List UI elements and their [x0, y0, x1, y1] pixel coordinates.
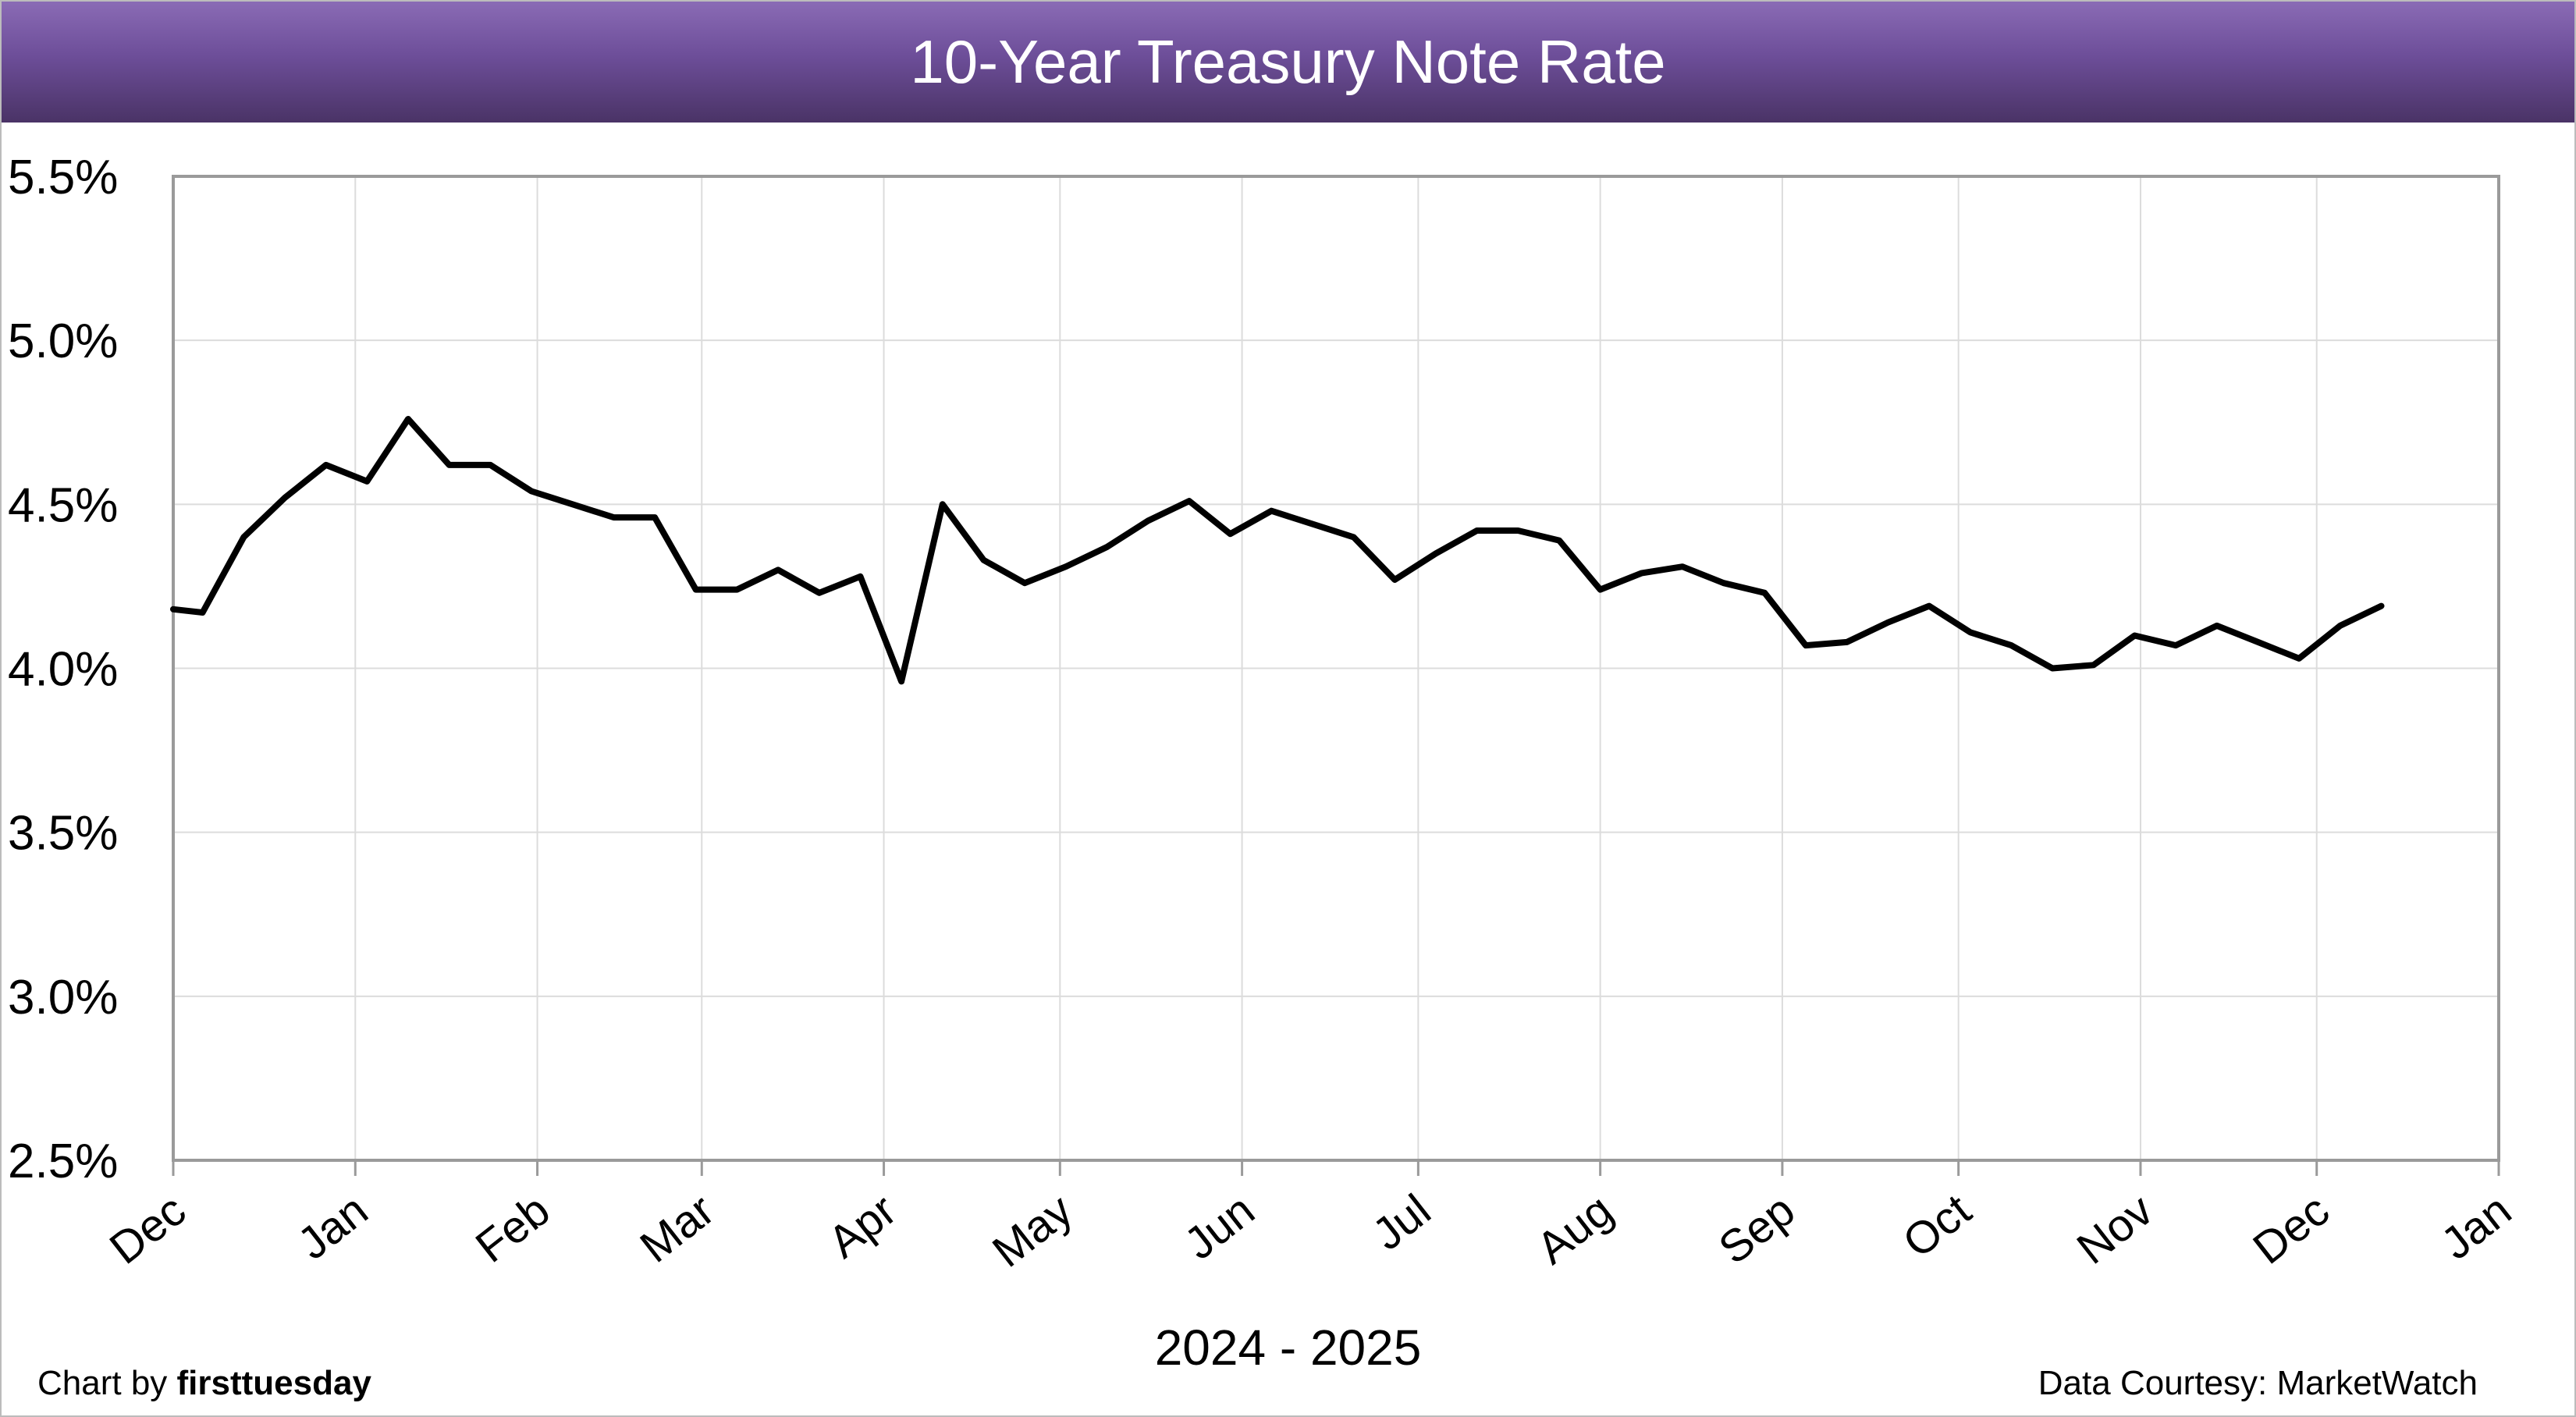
- y-tick-label: 2.5%: [8, 1135, 118, 1188]
- x-tick-label: Dec: [2244, 1184, 2338, 1274]
- data-source: Data Courtesy: MarketWatch: [2038, 1364, 2478, 1402]
- x-tick-label: Nov: [2068, 1184, 2162, 1274]
- chart-title: 10-Year Treasury Note Rate: [910, 27, 1666, 96]
- y-tick-label: 3.5%: [8, 807, 118, 861]
- x-tick-label: Oct: [1894, 1184, 1981, 1268]
- y-tick-label: 4.0%: [8, 643, 118, 697]
- x-tick-label: Apr: [819, 1184, 905, 1268]
- chart-credit-brand: firsttuesday: [176, 1364, 371, 1402]
- x-tick-label: May: [983, 1184, 1082, 1277]
- x-tick-label: Jan: [2432, 1184, 2521, 1270]
- y-tick-label: 5.5%: [8, 151, 118, 204]
- y-tick-label: 3.0%: [8, 971, 118, 1025]
- series-line: [170, 416, 2385, 685]
- y-tick-label: 5.0%: [8, 314, 118, 368]
- title-bar: 10-Year Treasury Note Rate: [2, 2, 2574, 123]
- x-tick-label: Jun: [1175, 1184, 1264, 1270]
- x-tick-label: Jan: [289, 1184, 378, 1270]
- chart-credit-prefix: Chart by: [37, 1364, 177, 1402]
- chart-credit: Chart by firsttuesday: [37, 1364, 371, 1403]
- x-tick-label: Dec: [101, 1184, 195, 1274]
- x-tick-label: Jul: [1363, 1184, 1440, 1260]
- x-tick-label: Sep: [1710, 1184, 1804, 1274]
- x-axis-title: 2024 - 2025: [1154, 1319, 1422, 1376]
- x-tick-label: Feb: [467, 1184, 560, 1273]
- x-tick-label: Aug: [1527, 1184, 1622, 1274]
- y-tick-label: 4.5%: [8, 478, 118, 532]
- x-tick-label: Mar: [631, 1184, 724, 1273]
- plot-area-border: [172, 175, 2500, 1162]
